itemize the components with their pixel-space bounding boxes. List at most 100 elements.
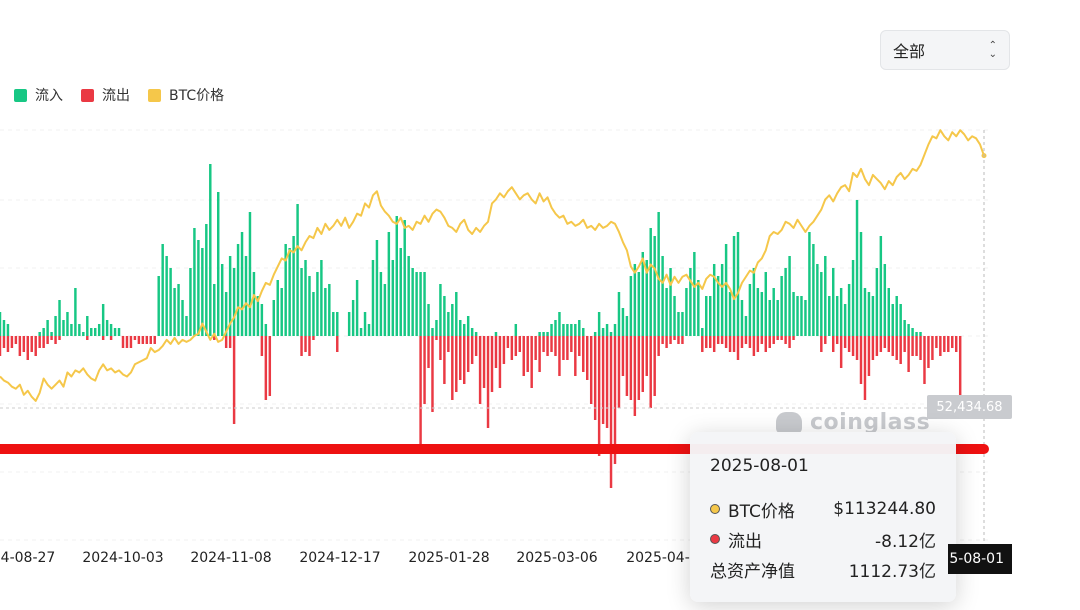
outflow-bar[interactable] — [538, 336, 541, 372]
inflow-bar[interactable] — [78, 324, 81, 336]
outflow-bar[interactable] — [14, 336, 18, 344]
outflow-bar[interactable] — [709, 336, 712, 348]
inflow-bar[interactable] — [379, 272, 383, 336]
inflow-bar[interactable] — [712, 264, 716, 336]
inflow-bar[interactable] — [705, 296, 708, 336]
inflow-bar[interactable] — [744, 316, 748, 336]
outflow-bar[interactable] — [137, 336, 141, 344]
inflow-bar[interactable] — [875, 268, 879, 336]
inflow-bar[interactable] — [105, 320, 109, 336]
outflow-bar[interactable] — [530, 336, 533, 388]
inflow-bar[interactable] — [800, 296, 803, 336]
outflow-bar[interactable] — [447, 336, 450, 352]
outflow-bar[interactable] — [494, 336, 498, 368]
outflow-bar[interactable] — [772, 336, 775, 344]
outflow-bar[interactable] — [6, 336, 10, 352]
outflow-bar[interactable] — [724, 336, 728, 348]
outflow-bar[interactable] — [593, 336, 597, 420]
inflow-bar[interactable] — [213, 284, 216, 336]
inflow-bar[interactable] — [447, 312, 450, 336]
outflow-bar[interactable] — [720, 336, 724, 344]
inflow-bar[interactable] — [828, 296, 831, 336]
outflow-bar[interactable] — [546, 336, 549, 356]
outflow-bar[interactable] — [931, 336, 934, 360]
inflow-bar[interactable] — [332, 312, 335, 336]
inflow-bar[interactable] — [597, 312, 601, 336]
inflow-bar[interactable] — [42, 328, 45, 336]
outflow-bar[interactable] — [149, 336, 152, 344]
inflow-bar[interactable] — [641, 252, 644, 336]
inflow-bar[interactable] — [256, 296, 260, 336]
outflow-bar[interactable] — [867, 336, 871, 376]
outflow-bar[interactable] — [736, 336, 740, 360]
inflow-bar[interactable] — [887, 288, 890, 336]
inflow-bar[interactable] — [395, 216, 398, 336]
outflow-bar[interactable] — [784, 336, 787, 344]
inflow-bar[interactable] — [621, 308, 625, 336]
inflow-bar[interactable] — [0, 312, 2, 336]
inflow-bar[interactable] — [748, 284, 752, 336]
inflow-bar[interactable] — [185, 316, 188, 336]
inflow-bar[interactable] — [617, 292, 621, 336]
outflow-bar[interactable] — [824, 336, 827, 344]
outflow-bar[interactable] — [951, 336, 954, 348]
inflow-bar[interactable] — [609, 332, 613, 336]
outflow-bar[interactable] — [22, 336, 26, 352]
outflow-bar[interactable] — [566, 336, 569, 360]
inflow-bar[interactable] — [847, 284, 851, 336]
outflow-bar[interactable] — [740, 336, 744, 348]
inflow-bar[interactable] — [324, 288, 327, 336]
inflow-bar[interactable] — [415, 272, 418, 336]
inflow-bar[interactable] — [205, 224, 208, 336]
range-select[interactable]: 全部 ⌃ ⌄ — [880, 30, 1010, 70]
inflow-bar[interactable] — [796, 296, 799, 336]
inflow-bar[interactable] — [54, 316, 57, 336]
outflow-bar[interactable] — [835, 336, 839, 344]
outflow-bar[interactable] — [637, 336, 641, 400]
inflow-bar[interactable] — [768, 300, 771, 336]
inflow-bar[interactable] — [74, 288, 77, 336]
outflow-bar[interactable] — [482, 336, 486, 388]
inflow-bar[interactable] — [538, 332, 541, 336]
outflow-bar[interactable] — [455, 336, 458, 392]
outflow-bar[interactable] — [669, 336, 672, 344]
outflow-bar[interactable] — [304, 336, 307, 352]
inflow-bar[interactable] — [280, 288, 283, 336]
inflow-bar[interactable] — [629, 276, 633, 336]
outflow-bar[interactable] — [431, 336, 434, 412]
inflow-bar[interactable] — [907, 324, 910, 336]
outflow-bar[interactable] — [780, 336, 783, 340]
inflow-bar[interactable] — [363, 312, 367, 336]
outflow-bar[interactable] — [478, 336, 482, 404]
inflow-bar[interactable] — [677, 312, 680, 336]
inflow-bar[interactable] — [439, 284, 442, 336]
outflow-bar[interactable] — [899, 336, 902, 364]
inflow-bar[interactable] — [752, 268, 756, 336]
outflow-bar[interactable] — [232, 336, 236, 424]
inflow-bar[interactable] — [181, 300, 184, 336]
outflow-bar[interactable] — [514, 336, 518, 356]
inflow-bar[interactable] — [470, 328, 474, 336]
inflow-bar[interactable] — [240, 232, 244, 336]
inflow-bar[interactable] — [435, 320, 438, 336]
inflow-bar[interactable] — [316, 272, 319, 336]
outflow-bar[interactable] — [764, 336, 767, 352]
outflow-bar[interactable] — [629, 336, 633, 400]
inflow-bar[interactable] — [411, 268, 414, 336]
outflow-bar[interactable] — [839, 336, 843, 368]
outflow-bar[interactable] — [665, 336, 668, 348]
inflow-bar[interactable] — [625, 316, 629, 336]
outflow-bar[interactable] — [419, 336, 422, 448]
outflow-bar[interactable] — [883, 336, 887, 348]
inflow-bar[interactable] — [419, 272, 422, 336]
outflow-bar[interactable] — [927, 336, 930, 368]
outflow-bar[interactable] — [752, 336, 756, 356]
outflow-bar[interactable] — [153, 336, 156, 344]
inflow-bar[interactable] — [367, 324, 371, 336]
inflow-bar[interactable] — [558, 312, 561, 336]
inflow-bar[interactable] — [66, 312, 69, 336]
outflow-bar[interactable] — [955, 336, 958, 352]
outflow-bar[interactable] — [554, 336, 557, 356]
outflow-bar[interactable] — [701, 336, 704, 352]
inflow-bar[interactable] — [109, 324, 113, 336]
